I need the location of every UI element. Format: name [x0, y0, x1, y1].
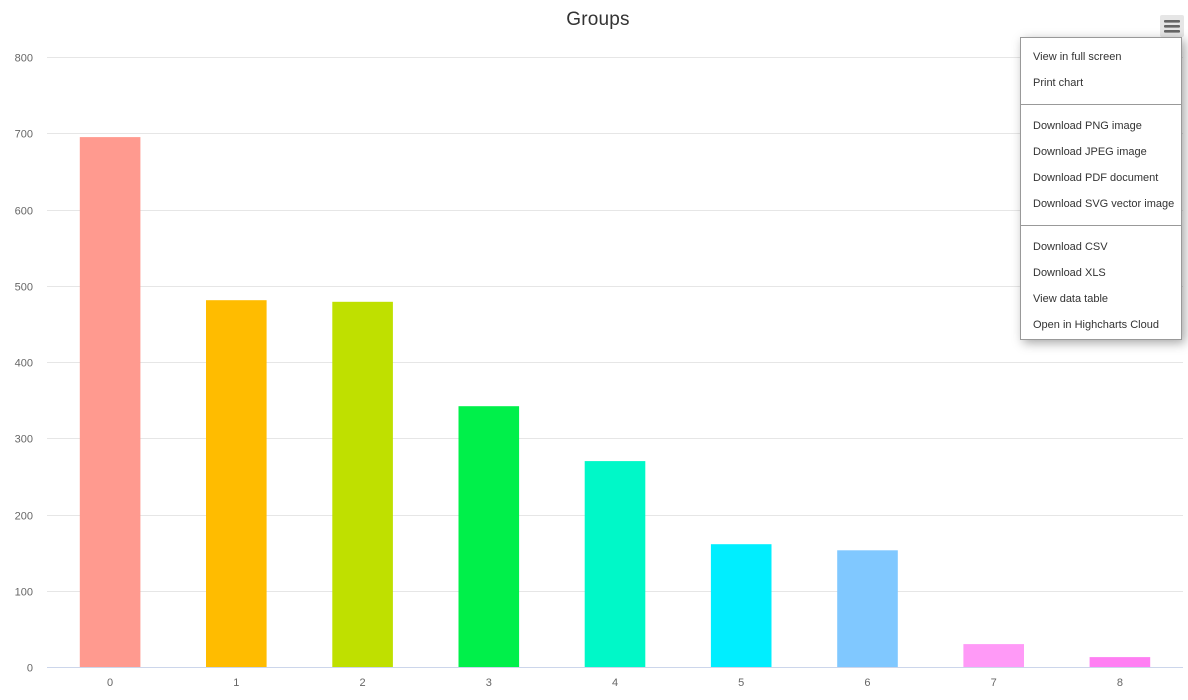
x-tick-label: 1 [233, 677, 239, 689]
export-menu-item[interactable]: Print chart [1033, 77, 1084, 89]
chart-title: Groups [566, 9, 630, 30]
export-menu-item[interactable]: View in full screen [1033, 51, 1122, 63]
export-menu-item[interactable]: Download PDF document [1033, 172, 1159, 184]
bar[interactable] [458, 406, 520, 667]
export-menu-item[interactable]: Open in Highcharts Cloud [1033, 319, 1159, 331]
bar[interactable] [963, 644, 1024, 667]
export-menu-item[interactable]: View data table [1033, 293, 1109, 305]
y-tick-label: 400 [15, 358, 33, 370]
x-tick-label: 7 [991, 677, 997, 689]
bar[interactable] [332, 301, 393, 667]
bar[interactable] [79, 137, 141, 668]
y-tick-label: 500 [15, 282, 33, 294]
export-menu-item[interactable]: Download PNG image [1033, 120, 1142, 132]
export-menu: View in full screen Print chart Download P… [1020, 37, 1182, 340]
x-tick-label: 0 [107, 677, 113, 689]
y-tick-label: 100 [15, 587, 33, 599]
hamburger-menu-icon [1164, 20, 1180, 33]
bar[interactable] [837, 550, 898, 667]
export-menu-item[interactable]: Download SVG vector image [1033, 198, 1175, 210]
export-menu-item[interactable]: Download CSV [1033, 241, 1108, 253]
x-tick-label: 4 [612, 677, 618, 689]
x-tick-label: 3 [486, 677, 492, 689]
menu-separator [1021, 104, 1181, 105]
bar[interactable] [710, 544, 772, 667]
menu-separator [1021, 225, 1181, 226]
export-menu-item[interactable]: Download XLS [1033, 267, 1106, 279]
bar[interactable] [1089, 657, 1151, 667]
y-tick-label: 800 [15, 53, 33, 65]
x-tick-label: 8 [1117, 677, 1123, 689]
bar[interactable] [206, 300, 267, 667]
y-tick-label: 200 [15, 511, 33, 523]
x-tick-label: 6 [864, 677, 870, 689]
export-menu-item[interactable]: Download JPEG image [1033, 146, 1147, 158]
y-tick-label: 300 [15, 434, 33, 446]
x-tick-label: 2 [360, 677, 366, 689]
chart-context-menu-button[interactable] [1160, 15, 1184, 37]
y-tick-label: 600 [15, 206, 33, 218]
bar[interactable] [584, 461, 646, 667]
y-tick-label: 700 [15, 129, 33, 141]
x-tick-label: 5 [738, 677, 744, 689]
y-tick-label: 0 [27, 663, 33, 675]
